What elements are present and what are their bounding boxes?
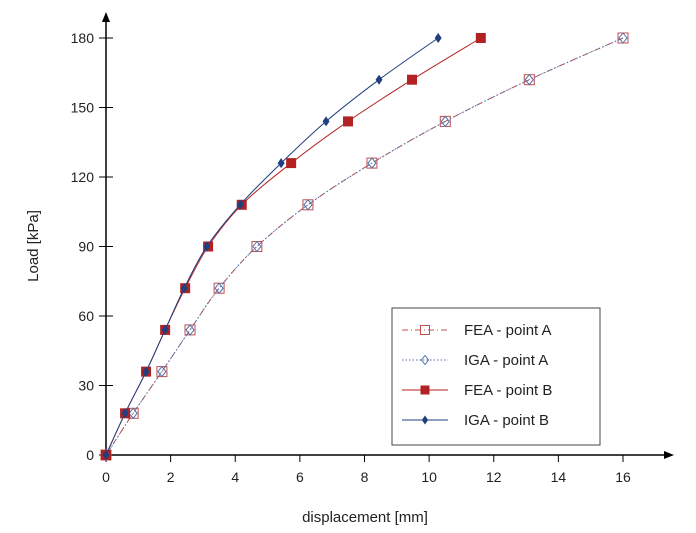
legend-item: IGA - point A: [402, 352, 548, 369]
legend-box: [391, 307, 601, 446]
x-axis-arrow: [664, 451, 674, 459]
marker-filled-diamond: [421, 415, 429, 425]
marker-filled-diamond: [203, 241, 211, 252]
marker-filled-square: [343, 116, 354, 127]
legend-item: FEA - point B: [402, 382, 552, 399]
x-tick-label: 0: [102, 469, 110, 485]
marker-filled-square: [475, 33, 486, 43]
marker-filled-diamond: [180, 283, 188, 294]
x-tick-label: 12: [486, 469, 502, 485]
legend-item: FEA - point A: [402, 322, 552, 339]
marker-filled-square: [286, 158, 297, 169]
y-tick-label: 30: [78, 378, 94, 394]
marker-filled-square: [420, 385, 430, 395]
y-tick-label: 120: [71, 169, 95, 185]
x-tick-label: 10: [421, 469, 437, 485]
marker-open-diamond: [420, 354, 430, 366]
y-tick-label: 180: [71, 30, 95, 46]
marker-filled-diamond: [277, 158, 285, 169]
marker-filled-diamond: [434, 33, 442, 43]
marker-open-diamond: [157, 365, 167, 378]
marker-filled-diamond: [236, 199, 244, 210]
x-tick-label: 14: [551, 469, 567, 485]
marker-open-diamond: [128, 407, 138, 420]
y-axis-label: Load [kPa]: [25, 210, 42, 282]
y-tick-label: 60: [78, 308, 94, 324]
series-iga-point-a: [101, 32, 628, 461]
marker-filled-diamond: [375, 74, 383, 85]
series-line: [105, 37, 439, 456]
marker-filled-square: [406, 74, 417, 85]
series-iga-point-b: [102, 33, 442, 460]
marker-open-diamond: [185, 324, 195, 336]
marker-open-diamond: [252, 240, 262, 253]
legend-label: FEA - point A: [464, 322, 552, 339]
legend-item: IGA - point B: [402, 412, 549, 429]
series-line: [105, 37, 624, 456]
x-tick-label: 8: [361, 469, 369, 485]
marker-filled-diamond: [161, 324, 169, 335]
y-tick-label: 0: [86, 447, 94, 463]
marker-open-diamond: [367, 157, 377, 169]
legend-label: FEA - point B: [464, 382, 552, 399]
marker-filled-diamond: [121, 408, 129, 419]
marker-open-diamond: [440, 115, 450, 128]
marker-filled-diamond: [322, 116, 330, 127]
legend-label: IGA - point B: [464, 412, 549, 429]
x-tick-label: 6: [296, 469, 304, 485]
y-tick-label: 90: [78, 239, 94, 255]
x-tick-label: 2: [167, 469, 175, 485]
y-tick-label: 150: [71, 100, 95, 116]
y-axis-arrow: [102, 12, 110, 22]
marker-open-diamond: [524, 73, 534, 86]
marker-open-diamond: [303, 198, 313, 211]
marker-open-diamond: [214, 282, 224, 295]
x-tick-label: 4: [231, 469, 239, 485]
x-tick-label: 16: [615, 469, 631, 485]
marker-open-square: [420, 325, 430, 335]
marker-filled-diamond: [102, 450, 110, 460]
x-axis-label: displacement [mm]: [302, 509, 428, 526]
legend-label: IGA - point A: [464, 352, 548, 369]
marker-filled-diamond: [142, 366, 150, 377]
marker-open-diamond: [618, 32, 628, 44]
